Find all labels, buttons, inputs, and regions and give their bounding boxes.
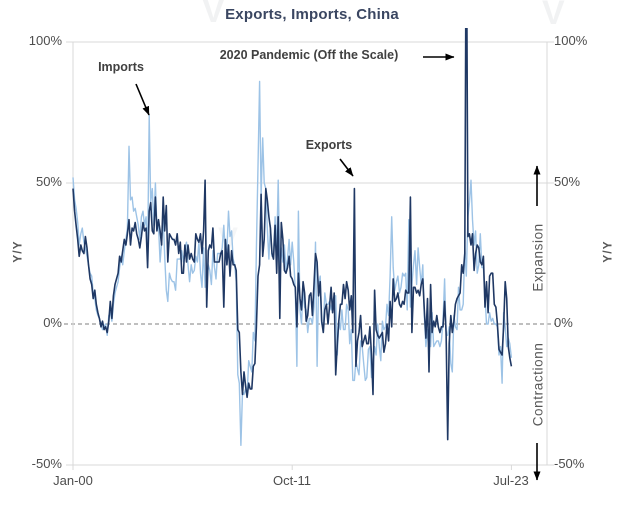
imports-arrow: [135, 83, 150, 116]
x-tick-oct11: Oct-11: [272, 473, 312, 488]
y-tick-left-neg50: -50%: [31, 456, 62, 471]
watermark-glyph: V: [542, 0, 565, 32]
series-layer: [72, 28, 513, 446]
pandemic-annotation: 2020 Pandemic (Off the Scale): [219, 48, 399, 62]
contraction-label: Contractionn: [530, 342, 546, 427]
chart-title: Exports, Imports, China: [225, 6, 399, 23]
imports-line: [72, 80, 513, 446]
y-tick-right-neg50: -50%: [554, 456, 585, 471]
x-tick-jan00: Jan-00: [53, 473, 93, 488]
grid-layer: [64, 41, 556, 470]
y-tick-right-100: 100%: [554, 33, 588, 48]
imports-annotation: Imports: [98, 60, 144, 74]
y-tick-right-0: 0%: [554, 315, 573, 330]
y-axis-label-left: Y/Y: [10, 240, 25, 263]
x-tick-jul23: Jul-23: [493, 473, 529, 488]
y-tick-left-0: 0%: [43, 315, 62, 330]
annotation-arrows: [135, 53, 541, 481]
y-axis-label-right: Y/Y: [600, 240, 615, 263]
y-tick-left-50: 50%: [35, 174, 62, 189]
exports-arrow: [339, 158, 354, 177]
exports-annotation: Exports: [305, 138, 353, 152]
exports-line: [72, 28, 513, 441]
y-tick-right-50: 50%: [554, 174, 581, 189]
watermark-glyph: V: [202, 0, 225, 30]
y-tick-left-100: 100%: [28, 33, 62, 48]
expansion-label: Expansion: [530, 223, 546, 292]
